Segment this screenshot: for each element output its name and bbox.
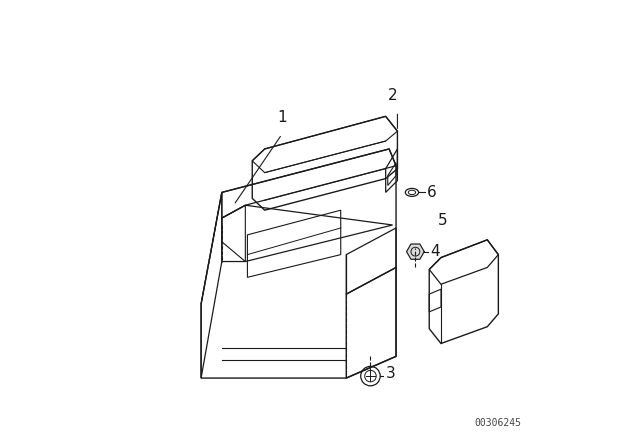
Text: 1: 1 (277, 110, 287, 125)
Text: 5: 5 (438, 213, 448, 228)
Text: 4: 4 (431, 244, 440, 259)
Polygon shape (406, 244, 424, 259)
Text: 6: 6 (427, 185, 437, 200)
Text: 2: 2 (388, 88, 398, 103)
Text: 00306245: 00306245 (474, 418, 522, 428)
Text: 3: 3 (386, 366, 396, 381)
